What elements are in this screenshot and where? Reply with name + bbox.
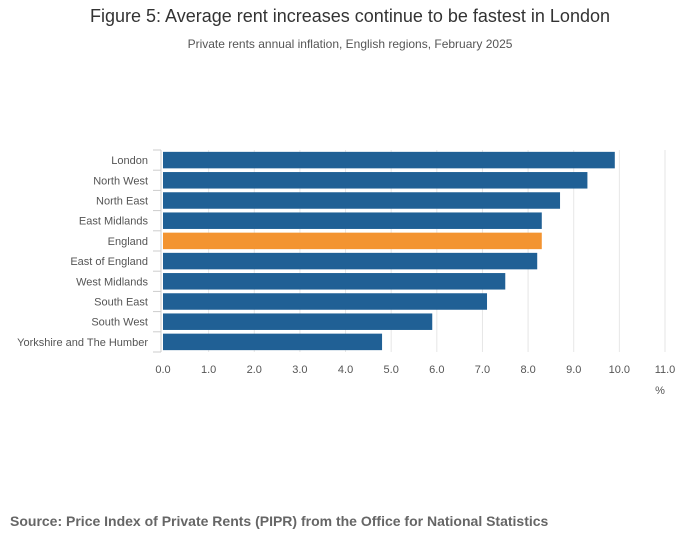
x-tick-label: 4.0	[338, 364, 353, 376]
category-label: South East	[94, 297, 148, 309]
bar-north-west[interactable]	[163, 172, 588, 189]
category-label: North East	[96, 196, 148, 208]
chart-title: Figure 5: Average rent increases continu…	[89, 6, 610, 26]
bar-east-of-england[interactable]	[163, 252, 538, 270]
category-label: West Midlands	[76, 276, 148, 288]
bar-west-midlands[interactable]	[163, 273, 506, 290]
category-label: East of England	[70, 256, 148, 268]
x-tick-label: 8.0	[520, 364, 535, 376]
bar-yorkshire-and-the-humber[interactable]	[163, 333, 383, 351]
x-tick-label: 1.0	[201, 364, 216, 376]
x-tick-label: 10.0	[609, 364, 630, 376]
bar-north-east[interactable]	[163, 192, 561, 209]
category-label: London	[111, 155, 148, 167]
bar-south-east[interactable]	[163, 293, 488, 310]
source-note: Source: Price Index of Private Rents (PI…	[10, 513, 549, 529]
x-axis-label: %	[655, 385, 665, 397]
category-label: South West	[91, 317, 148, 329]
category-label: Yorkshire and The Humber	[17, 337, 148, 349]
x-tick-label: 0.0	[155, 364, 170, 376]
bar-london[interactable]	[163, 151, 615, 169]
chart-subtitle: Private rents annual inflation, English …	[187, 37, 513, 51]
x-tick-label: 6.0	[429, 364, 444, 376]
x-tick-label: 11.0	[655, 364, 676, 376]
bar-east-midlands[interactable]	[163, 212, 542, 229]
x-tick-label: 2.0	[247, 364, 262, 376]
category-label: North West	[93, 175, 148, 187]
category-label: East Midlands	[79, 216, 149, 228]
bar-south-west[interactable]	[163, 313, 433, 330]
x-tick-label: 9.0	[566, 364, 581, 376]
category-label: England	[108, 236, 148, 248]
x-tick-label: 5.0	[384, 364, 399, 376]
x-tick-label: 3.0	[292, 364, 307, 376]
bar-england[interactable]	[163, 232, 542, 250]
x-tick-label: 7.0	[475, 364, 490, 376]
